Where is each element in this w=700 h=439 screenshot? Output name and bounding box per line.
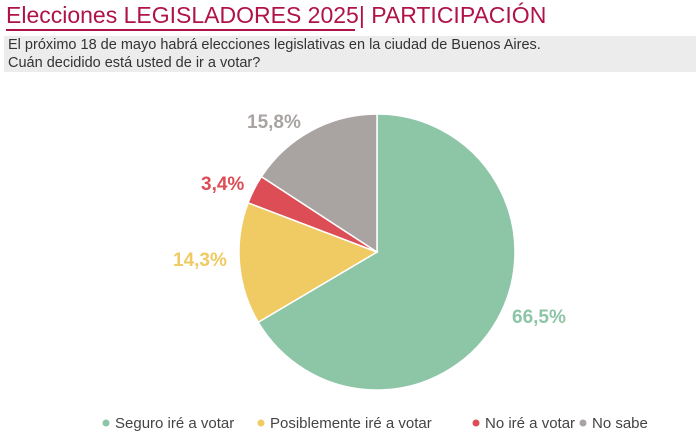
pie-slice-posiblemente-ire-a-votar (238, 201, 379, 324)
legend-marker-no-ire-a-votar (472, 419, 480, 427)
legend-label-seguro-ire-a-votar: Seguro iré a votar (115, 415, 234, 432)
legend-item-no-sabe: No sabe (579, 415, 648, 432)
legend-item-seguro-ire-a-votar: Seguro iré a votar (102, 415, 234, 432)
page-title: Elecciones LEGISLADORES 2025| PARTICIPAC… (6, 2, 547, 28)
legend-label-no-sabe: No sabe (592, 415, 648, 432)
legend-item-no-ire-a-votar: No iré a votar (472, 415, 575, 432)
question-box: El próximo 18 de mayo habrá elecciones l… (4, 36, 696, 72)
pie-slices (238, 113, 516, 391)
legend-marker-seguro-ire-a-votar (102, 419, 110, 427)
legend-marker-no-sabe (579, 419, 587, 427)
pie-slice-seguro-ire-a-votar (257, 113, 516, 391)
slice-label-posiblemente-ire-a-votar: 14,3% (173, 250, 227, 271)
question-line-1: El próximo 18 de mayo habrá elecciones l… (8, 37, 541, 53)
legend-label-posiblemente-ire-a-votar: Posiblemente iré a votar (270, 415, 432, 432)
pie-slice-no-sabe (260, 113, 378, 254)
question-line-2: Cuán decidido está usted de ir a votar? (8, 55, 261, 71)
legend-item-posiblemente-ire-a-votar: Posiblemente iré a votar (257, 415, 432, 432)
title-underline (6, 29, 355, 31)
chart-legend: Seguro iré a votar Posiblemente iré a vot… (102, 415, 648, 432)
legend-label-no-ire-a-votar: No iré a votar (485, 415, 575, 432)
slice-label-seguro-ire-a-votar: 66,5% (512, 307, 566, 328)
slice-label-no-sabe: 15,8% (247, 112, 301, 133)
slice-labels: 66,5% 14,3% 3,4% 15,8% (173, 112, 566, 328)
legend-marker-posiblemente-ire-a-votar (257, 419, 265, 427)
slice-label-no-ire-a-votar: 3,4% (201, 174, 244, 195)
